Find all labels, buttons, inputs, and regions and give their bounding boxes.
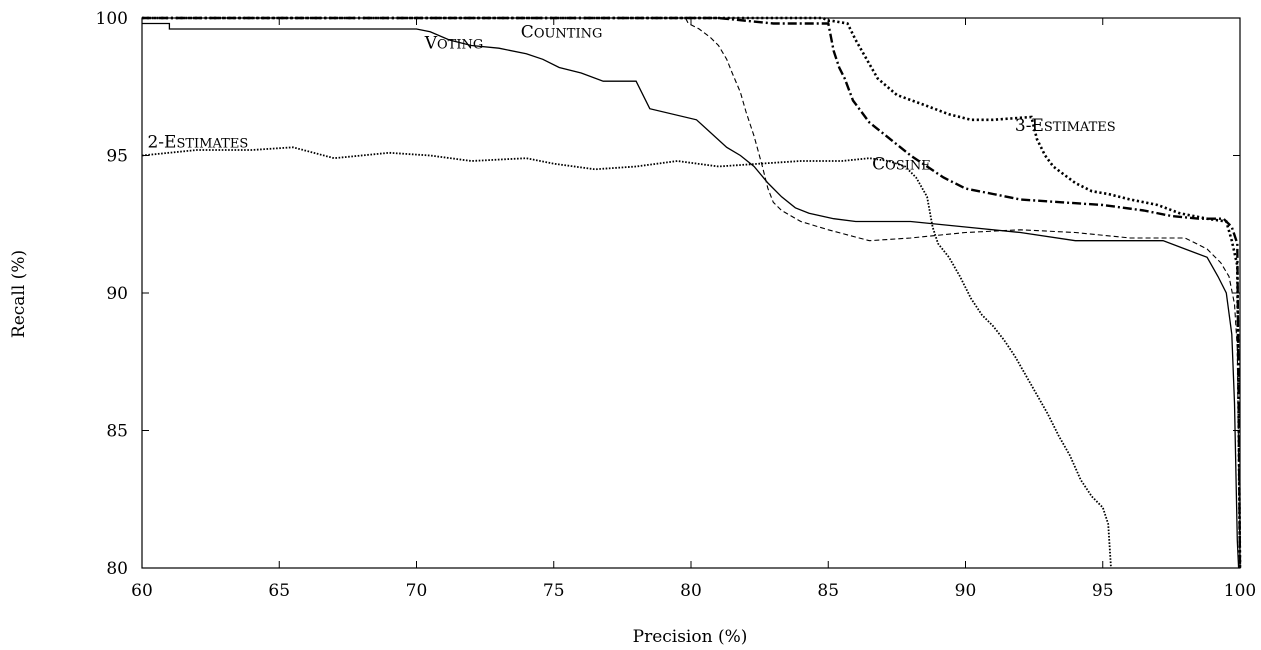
- tick-layer: 60 65 70 75 80 85 90 95 100 80 85 90 95 100: [96, 9, 1257, 601]
- series-line-3-estimates: [142, 16, 1242, 569]
- series-layer: [141, 16, 1242, 569]
- y-tick-label: 80: [106, 559, 128, 579]
- y-tick-label: 90: [106, 284, 128, 304]
- series-line-voting: [142, 22, 1240, 569]
- y-tick-label: 85: [106, 422, 128, 442]
- series-line-cosine: [142, 16, 1242, 569]
- y-tick-label: 95: [106, 147, 128, 167]
- series-line-2-estimates: [141, 146, 1112, 569]
- x-tick-label: 100: [1224, 581, 1256, 601]
- y-tick-label: 100: [96, 9, 128, 29]
- series-label-counting: COUNTING: [521, 22, 603, 42]
- y-axis-label: Recall (%): [9, 250, 29, 338]
- x-tick-label: 75: [543, 581, 565, 601]
- x-tick-label: 90: [955, 581, 977, 601]
- series-label-voting: VOTING: [424, 33, 484, 53]
- series-label-cosine: COSINE: [872, 154, 931, 174]
- annotation-layer: VOTING COUNTING COSINE 3-ESTIMATES 2-ESTIMAT…: [147, 22, 1115, 174]
- x-tick-label: 65: [268, 581, 290, 601]
- x-tick-label: 70: [406, 581, 428, 601]
- x-axis-label: Precision (%): [633, 627, 748, 647]
- x-tick-label: 60: [131, 581, 153, 601]
- x-tick-label: 85: [817, 581, 839, 601]
- series-label-3-estimates: 3-ESTIMATES: [1015, 116, 1116, 136]
- series-line-counting: [142, 17, 1241, 569]
- x-tick-label: 80: [680, 581, 702, 601]
- plot-frame: [141, 17, 1241, 569]
- series-label-2-estimates: 2-ESTIMATES: [147, 132, 248, 152]
- x-tick-label: 95: [1092, 581, 1114, 601]
